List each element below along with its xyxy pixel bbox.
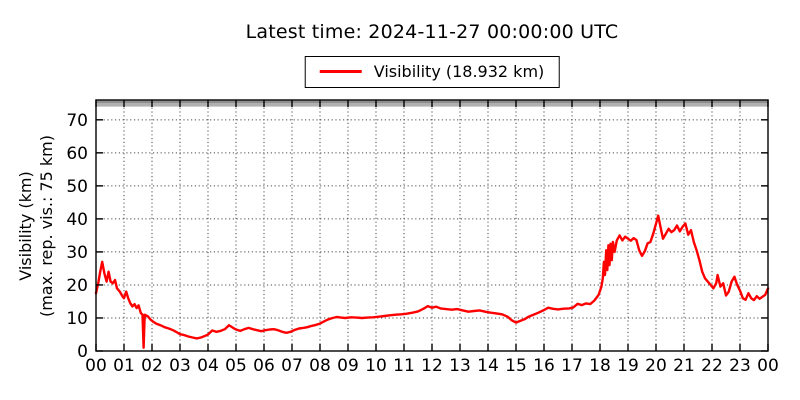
- y-tick-label: 40: [66, 210, 88, 230]
- x-tick-label: 12: [421, 356, 443, 376]
- y-tick-label: 70: [66, 111, 88, 131]
- x-tick-label: 02: [141, 356, 163, 376]
- x-tick-label: 04: [197, 356, 219, 376]
- y-tick-label: 30: [66, 243, 88, 263]
- y-tick-label: 60: [66, 144, 88, 164]
- x-tick-label: 07: [281, 356, 303, 376]
- x-tick-label: 05: [225, 356, 247, 376]
- legend: Visibility (18.932 km): [304, 56, 560, 88]
- x-tick-label: 14: [477, 356, 499, 376]
- x-tick-label: 18: [589, 356, 611, 376]
- x-tick-label: 01: [113, 356, 135, 376]
- y-tick-label: 20: [66, 276, 88, 296]
- x-tick-label: 11: [393, 356, 415, 376]
- y-tick-label: 0: [77, 342, 88, 362]
- x-tick-label: 15: [505, 356, 527, 376]
- x-tick-label: 00: [85, 356, 107, 376]
- chart-title: Latest time: 2024-11-27 00:00:00 UTC: [245, 21, 619, 43]
- x-tick-label: 13: [449, 356, 471, 376]
- x-tick-label: 23: [729, 356, 751, 376]
- x-tick-label: 20: [645, 356, 667, 376]
- legend-label: Visibility (18.932 km): [373, 62, 545, 81]
- x-tick-label: 17: [561, 356, 583, 376]
- y-tick-label: 50: [66, 177, 88, 197]
- x-tick-label: 03: [169, 356, 191, 376]
- legend-line-sample-icon: [319, 70, 362, 73]
- x-tick-label: 06: [253, 356, 275, 376]
- x-tick-label: 09: [337, 356, 359, 376]
- x-tick-label: 22: [701, 356, 723, 376]
- x-tick-label: 08: [309, 356, 331, 376]
- y-tick-label: 10: [66, 309, 88, 329]
- x-tick-label: 19: [617, 356, 639, 376]
- x-tick-label: 00: [757, 356, 779, 376]
- x-tick-label: 21: [673, 356, 695, 376]
- visibility-line: [94, 214, 770, 349]
- x-tick-label: 10: [365, 356, 387, 376]
- x-tick-label: 16: [533, 356, 555, 376]
